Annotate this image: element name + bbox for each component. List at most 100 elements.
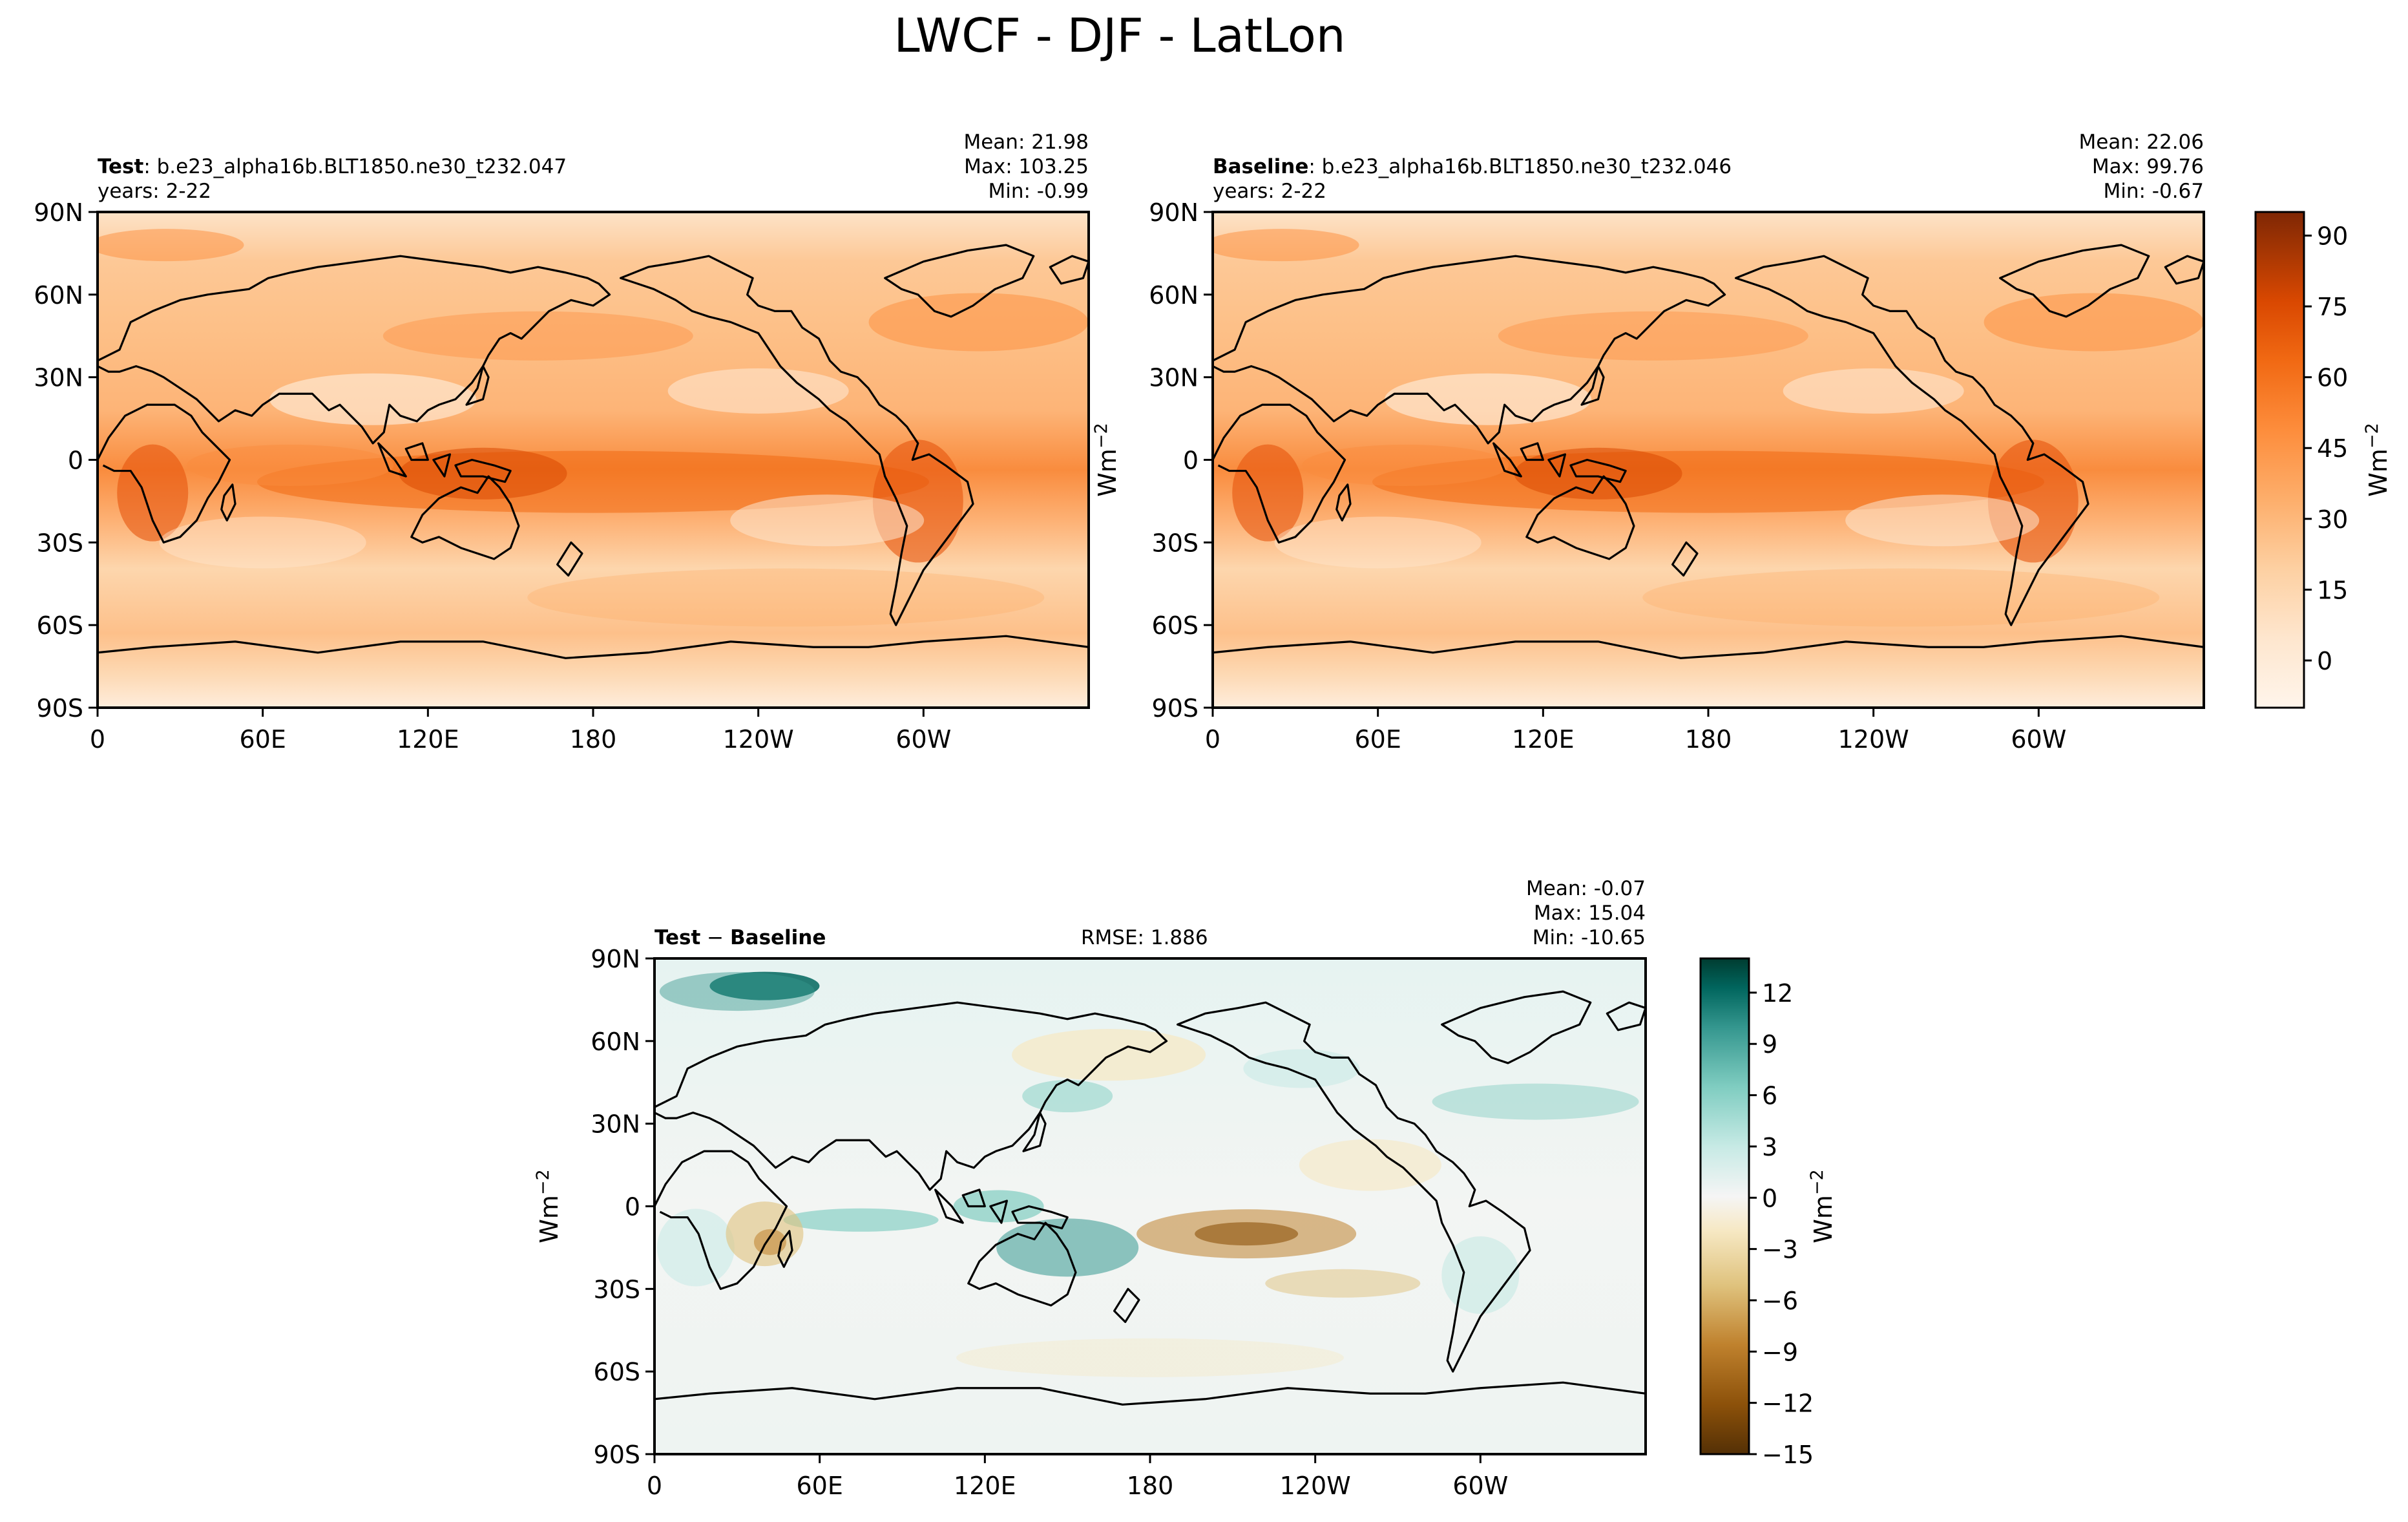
- field-feature: [1213, 229, 1359, 262]
- panel-title: Test: b.e23_alpha16b.BLT1850.ne30_t232.0…: [98, 155, 567, 178]
- colorbar-tick-label: 45: [2317, 434, 2348, 463]
- colorbar-tick-label: −6: [1762, 1287, 1798, 1315]
- test-field: [98, 212, 1089, 708]
- field-feature: [667, 368, 849, 414]
- colorbar-tick-label: 9: [1762, 1030, 1777, 1059]
- y-tick-label: 30S: [37, 529, 83, 557]
- colorbar-tick-label: −12: [1762, 1390, 1814, 1418]
- colorbar-body: [2254, 211, 2305, 709]
- baseline-panel: 0 60E 120E 180 120W 60W 90N 60N 30N 0 30S 60S 90S Bas…: [1091, 131, 2392, 754]
- test-panel: 0 60E 120E 180 120W 60W 90N 60N 30N 0 30S 60S 90S Tes…: [34, 131, 1089, 754]
- colorbar-label: Wm−2: [1807, 1169, 1837, 1243]
- y-tick-label: 60N: [591, 1028, 640, 1056]
- field-feature: [527, 568, 1045, 627]
- x-tick-label: 120E: [954, 1472, 1016, 1500]
- field-feature: [1232, 444, 1304, 542]
- y-tick-label: 60S: [1152, 611, 1199, 640]
- y-tick-label: 60S: [37, 611, 83, 640]
- x-tick-label: 120E: [1512, 725, 1575, 754]
- colorbar-tick-label: −9: [1762, 1338, 1798, 1366]
- x-tick-label: 120W: [1280, 1472, 1351, 1500]
- y-tick-label: 30N: [1149, 364, 1199, 392]
- field-feature: [98, 229, 244, 262]
- field-feature: [1022, 1080, 1113, 1113]
- field-feature: [1385, 373, 1592, 425]
- colorbar-tick-label: 6: [1762, 1082, 1777, 1110]
- colorbar-label: Wm−2: [2362, 423, 2392, 496]
- field-feature: [709, 971, 820, 1000]
- y-tick-label: 90N: [1149, 198, 1199, 227]
- y-tick-label: 60S: [594, 1358, 640, 1386]
- y-tick-label: 60N: [34, 281, 83, 310]
- y-tick-label: 90S: [37, 694, 83, 723]
- colorbar-tick-label: 15: [2317, 576, 2348, 604]
- x-tick-label: 60E: [1354, 725, 1401, 754]
- diff-panel: 0 60E 120E 180 120W 60W 90N 60N 30N 0 30S 60S 90S Tes…: [533, 877, 1837, 1500]
- x-tick-label: 0: [1205, 725, 1220, 754]
- y-tick-label: 60N: [1149, 281, 1199, 310]
- panel-title: Baseline: b.e23_alpha16b.BLT1850.ne30_t2…: [1213, 155, 1732, 178]
- x-tick-label: 60W: [895, 725, 951, 754]
- y-axis-label: Wm−2: [533, 1169, 563, 1243]
- colorbar-tick-label: −15: [1762, 1441, 1814, 1469]
- field-feature: [1265, 1269, 1421, 1298]
- y-tick-label: 90S: [1152, 694, 1199, 723]
- field-feature: [730, 494, 925, 547]
- x-tick-label: 180: [1685, 725, 1732, 754]
- colorbar-tick-label: 60: [2317, 364, 2348, 392]
- x-tick-label: 0: [647, 1472, 662, 1500]
- x-tick-label: 60E: [796, 1472, 843, 1500]
- stat-label: Mean: -0.07: [1526, 877, 1646, 900]
- baseline-field: [1213, 212, 2204, 708]
- field-feature: [1498, 311, 1808, 361]
- stat-label: Mean: 22.06: [2078, 131, 2204, 154]
- field-feature: [269, 373, 477, 425]
- y-tick-label: 0: [1183, 447, 1199, 475]
- stat-label: Mean: 21.98: [963, 131, 1089, 154]
- y-tick-label: 90S: [594, 1441, 640, 1469]
- colorbar-tick-label: −3: [1762, 1236, 1798, 1264]
- field-feature: [1845, 494, 2040, 547]
- diff-field: [654, 958, 1646, 1454]
- colorbar-body: [1699, 957, 1750, 1455]
- rmse-label: RMSE: 1.886: [1081, 926, 1208, 949]
- stat-label: Max: 99.76: [2092, 155, 2204, 178]
- colorbar-tick-label: 90: [2317, 222, 2348, 251]
- figure-title: LWCF - DJF - LatLon: [894, 8, 1346, 63]
- field-feature: [996, 1218, 1139, 1277]
- field-feature: [1642, 568, 2160, 627]
- stat-label: Min: -0.67: [2103, 180, 2204, 203]
- field-feature: [1432, 1083, 1639, 1120]
- field-feature: [1012, 1029, 1206, 1081]
- y-tick-label: 0: [625, 1193, 640, 1221]
- field-feature: [1243, 1049, 1360, 1088]
- field-feature: [399, 447, 567, 500]
- colorbar-tick-label: 3: [1762, 1133, 1777, 1161]
- colorbar-tick-label: 75: [2317, 293, 2348, 321]
- panel-subtitle: years: 2-22: [1213, 180, 1326, 203]
- field-feature: [783, 1208, 939, 1232]
- y-tick-label: 0: [68, 447, 83, 475]
- x-tick-label: 60E: [239, 725, 286, 754]
- y-tick-label: 30S: [1152, 529, 1199, 557]
- field-feature: [656, 1209, 735, 1287]
- field-feature: [1302, 445, 1509, 487]
- field-feature: [159, 516, 366, 569]
- x-tick-label: 180: [570, 725, 617, 754]
- field-feature: [659, 972, 815, 1011]
- field-feature: [1274, 516, 1481, 569]
- x-tick-label: 120W: [1838, 725, 1909, 754]
- field-feature: [1441, 1236, 1520, 1315]
- field-feature: [382, 311, 693, 361]
- field-feature: [868, 293, 1089, 352]
- x-tick-label: 120W: [723, 725, 794, 754]
- x-tick-label: 180: [1127, 1472, 1174, 1500]
- field-feature: [953, 1190, 1044, 1223]
- stat-label: Max: 103.25: [964, 155, 1089, 178]
- y-tick-label: 30N: [591, 1110, 640, 1139]
- field-feature: [956, 1338, 1344, 1377]
- stat-label: Max: 15.04: [1534, 902, 1646, 925]
- baseline-colorbar: 0 15 30 45 60 75 90 Wm−2: [2254, 211, 2392, 709]
- colorbar-tick-label: 30: [2317, 505, 2348, 534]
